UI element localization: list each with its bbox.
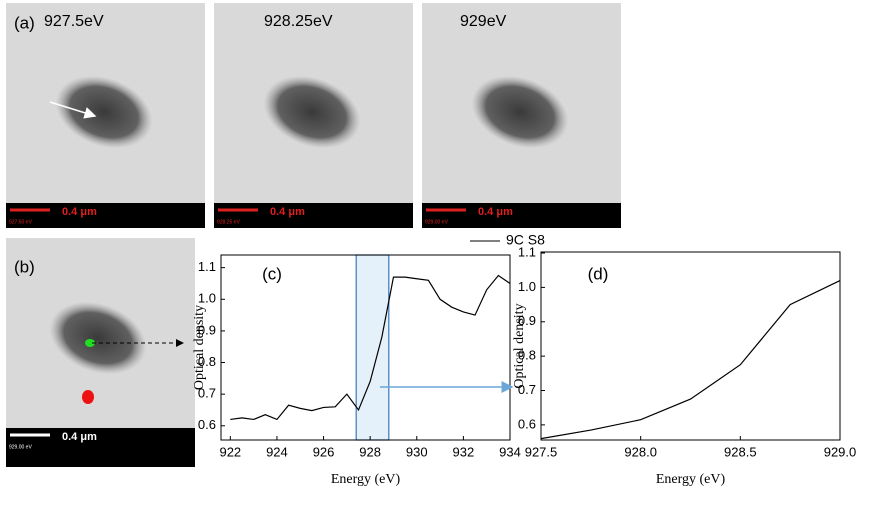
particle — [471, 75, 569, 149]
scale-label: 0.4 μm — [270, 206, 305, 218]
particle — [55, 75, 153, 149]
energy-label: 927.5eV — [44, 13, 104, 30]
x-tick-label: 934 — [499, 444, 521, 459]
green-spot — [85, 339, 95, 347]
charts: 922 924 926 928 930 932 9340.60.70.80.91.01.19… — [192, 232, 856, 488]
panel-label: (d) — [588, 264, 609, 283]
legend-label: 9C S8 — [506, 232, 545, 248]
panel-label: (c) — [262, 264, 282, 283]
scale-label: 0.4 μm — [62, 206, 97, 218]
x-tick-label: 930 — [406, 444, 428, 459]
y-tick-label: 0.6 — [518, 416, 536, 431]
x-tick-label: 926 — [313, 444, 335, 459]
energy-stamp: 929.00 eV — [9, 444, 32, 450]
x-tick-label: 927.5 — [525, 444, 558, 459]
plot-frame — [220, 254, 511, 441]
y-tick-label: 1.0 — [518, 279, 536, 294]
y-tick-label: 0.8 — [198, 354, 216, 369]
scale-bar-panel — [6, 203, 205, 228]
y-tick-label: 1.0 — [198, 291, 216, 306]
y-tick-label: 0.8 — [518, 348, 536, 363]
panel-label: (b) — [14, 257, 35, 276]
series-line — [230, 274, 511, 421]
particle — [263, 75, 361, 149]
x-axis-label: Energy (eV) — [656, 472, 726, 487]
energy-label: 928.25eV — [264, 13, 333, 30]
y-tick-label: 0.9 — [518, 313, 536, 328]
y-tick-label: 0.7 — [198, 386, 216, 401]
y-tick-label: 1.1 — [198, 259, 216, 274]
x-tick-label: 922 — [219, 444, 241, 459]
x-tick-label: 924 — [266, 444, 288, 459]
red-spot — [82, 390, 94, 404]
panel-label: (a) — [14, 13, 35, 32]
energy-stamp: 929.00 eV — [425, 219, 448, 225]
image-panels: 0.4 μm 927.50 eV 927.5eV 0.4 μm 928.25 eV 928… — [6, 3, 621, 467]
energy-label: 929eV — [460, 13, 507, 30]
energy-stamp: 928.25 eV — [217, 219, 240, 225]
scale-label: 0.4 μm — [478, 206, 513, 218]
series-line — [540, 279, 841, 440]
x-tick-label: 928.5 — [724, 444, 757, 459]
x-axis-label: Energy (eV) — [331, 472, 401, 487]
scale-bar-panel — [422, 203, 621, 228]
plot-frame — [540, 251, 841, 441]
y-tick-label: 0.9 — [198, 322, 216, 337]
y-tick-label: 1.1 — [518, 244, 536, 259]
y-axis-label: Optical density — [192, 305, 207, 390]
y-axis-label: Optical density — [512, 303, 527, 388]
x-tick-label: 928.0 — [624, 444, 657, 459]
y-tick-label: 0.6 — [198, 417, 216, 432]
scale-bar-panel — [214, 203, 413, 228]
particle — [49, 301, 147, 375]
highlight-band — [355, 254, 390, 441]
x-tick-label: 932 — [453, 444, 475, 459]
energy-stamp: 927.50 eV — [9, 219, 32, 225]
y-tick-label: 0.7 — [518, 382, 536, 397]
x-tick-label: 929.0 — [824, 444, 857, 459]
x-tick-label: 928 — [359, 444, 381, 459]
arrow — [49, 101, 97, 119]
scale-label: 0.4 μm — [62, 431, 97, 443]
